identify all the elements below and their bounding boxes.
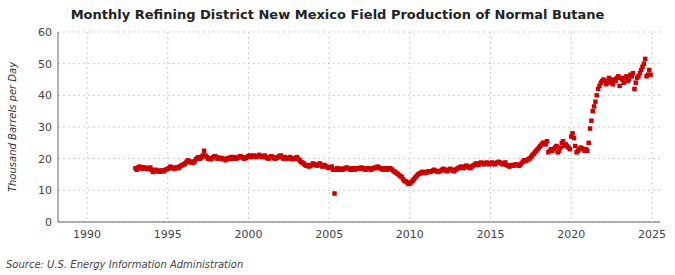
y-grid-line <box>58 32 660 33</box>
point <box>568 147 573 152</box>
x-tick-label: 2015 <box>477 228 505 241</box>
title: Monthly Refining District New Mexico Fie… <box>71 7 605 22</box>
point <box>589 118 594 123</box>
point <box>573 144 578 149</box>
point <box>545 139 550 144</box>
point <box>592 104 597 109</box>
x-grid-line <box>651 32 652 222</box>
source: Source: U.S. Energy Information Administ… <box>6 259 243 270</box>
x-grid-line <box>571 32 572 222</box>
x-tick-label: 2020 <box>557 228 585 241</box>
point <box>631 71 636 76</box>
y-grid-line <box>58 158 660 159</box>
point <box>570 131 575 136</box>
x-tick-label: 1995 <box>154 228 182 241</box>
point <box>595 93 600 98</box>
y-grid-line <box>58 63 660 64</box>
x-grid-line <box>329 32 330 222</box>
point <box>332 191 337 196</box>
y-tick-label: 30 <box>38 121 52 134</box>
x-grid-line <box>490 32 491 222</box>
point <box>588 126 593 131</box>
point <box>634 80 639 85</box>
y-tick-label: 60 <box>38 26 52 39</box>
x-tick-label: 1990 <box>73 228 101 241</box>
point <box>632 87 637 92</box>
x-axis-line <box>58 222 660 223</box>
x-grid-line <box>167 32 168 222</box>
x-grid-line <box>409 32 410 222</box>
grid <box>58 32 660 222</box>
y-grid-line <box>58 190 660 191</box>
point <box>593 99 598 104</box>
point <box>202 149 207 154</box>
y-tick-label: 40 <box>38 89 52 102</box>
y-grid-line <box>58 95 660 96</box>
y-tick-label: 0 <box>45 216 52 229</box>
x-grid-line <box>248 32 249 222</box>
point <box>642 61 647 66</box>
y-tick-label: 50 <box>38 58 52 71</box>
point <box>621 80 626 85</box>
x-tick-label: 2025 <box>638 228 666 241</box>
point <box>643 57 648 62</box>
y-tick-label: 20 <box>38 153 52 166</box>
point <box>572 136 577 141</box>
x-tick-label: 2010 <box>396 228 424 241</box>
x-tick-label: 2000 <box>234 228 262 241</box>
point <box>647 68 652 73</box>
y-axis-line <box>58 32 59 222</box>
point <box>586 141 591 146</box>
x-grid-line <box>87 32 88 222</box>
point <box>590 109 595 114</box>
y-tick-label: 10 <box>38 184 52 197</box>
y-axis-label: Thousand Barrels per Day <box>7 61 18 192</box>
x-tick-label: 2005 <box>315 228 343 241</box>
y-grid-line <box>58 222 660 223</box>
chart: 0 10 20 30 40 50 60 1990 1995 2000 2005 2010 2015 202… <box>0 0 675 275</box>
point <box>558 145 563 150</box>
point <box>648 73 653 78</box>
y-grid-line <box>58 127 660 128</box>
points <box>133 57 653 196</box>
point <box>617 84 622 89</box>
point <box>585 149 590 154</box>
point <box>554 144 559 149</box>
